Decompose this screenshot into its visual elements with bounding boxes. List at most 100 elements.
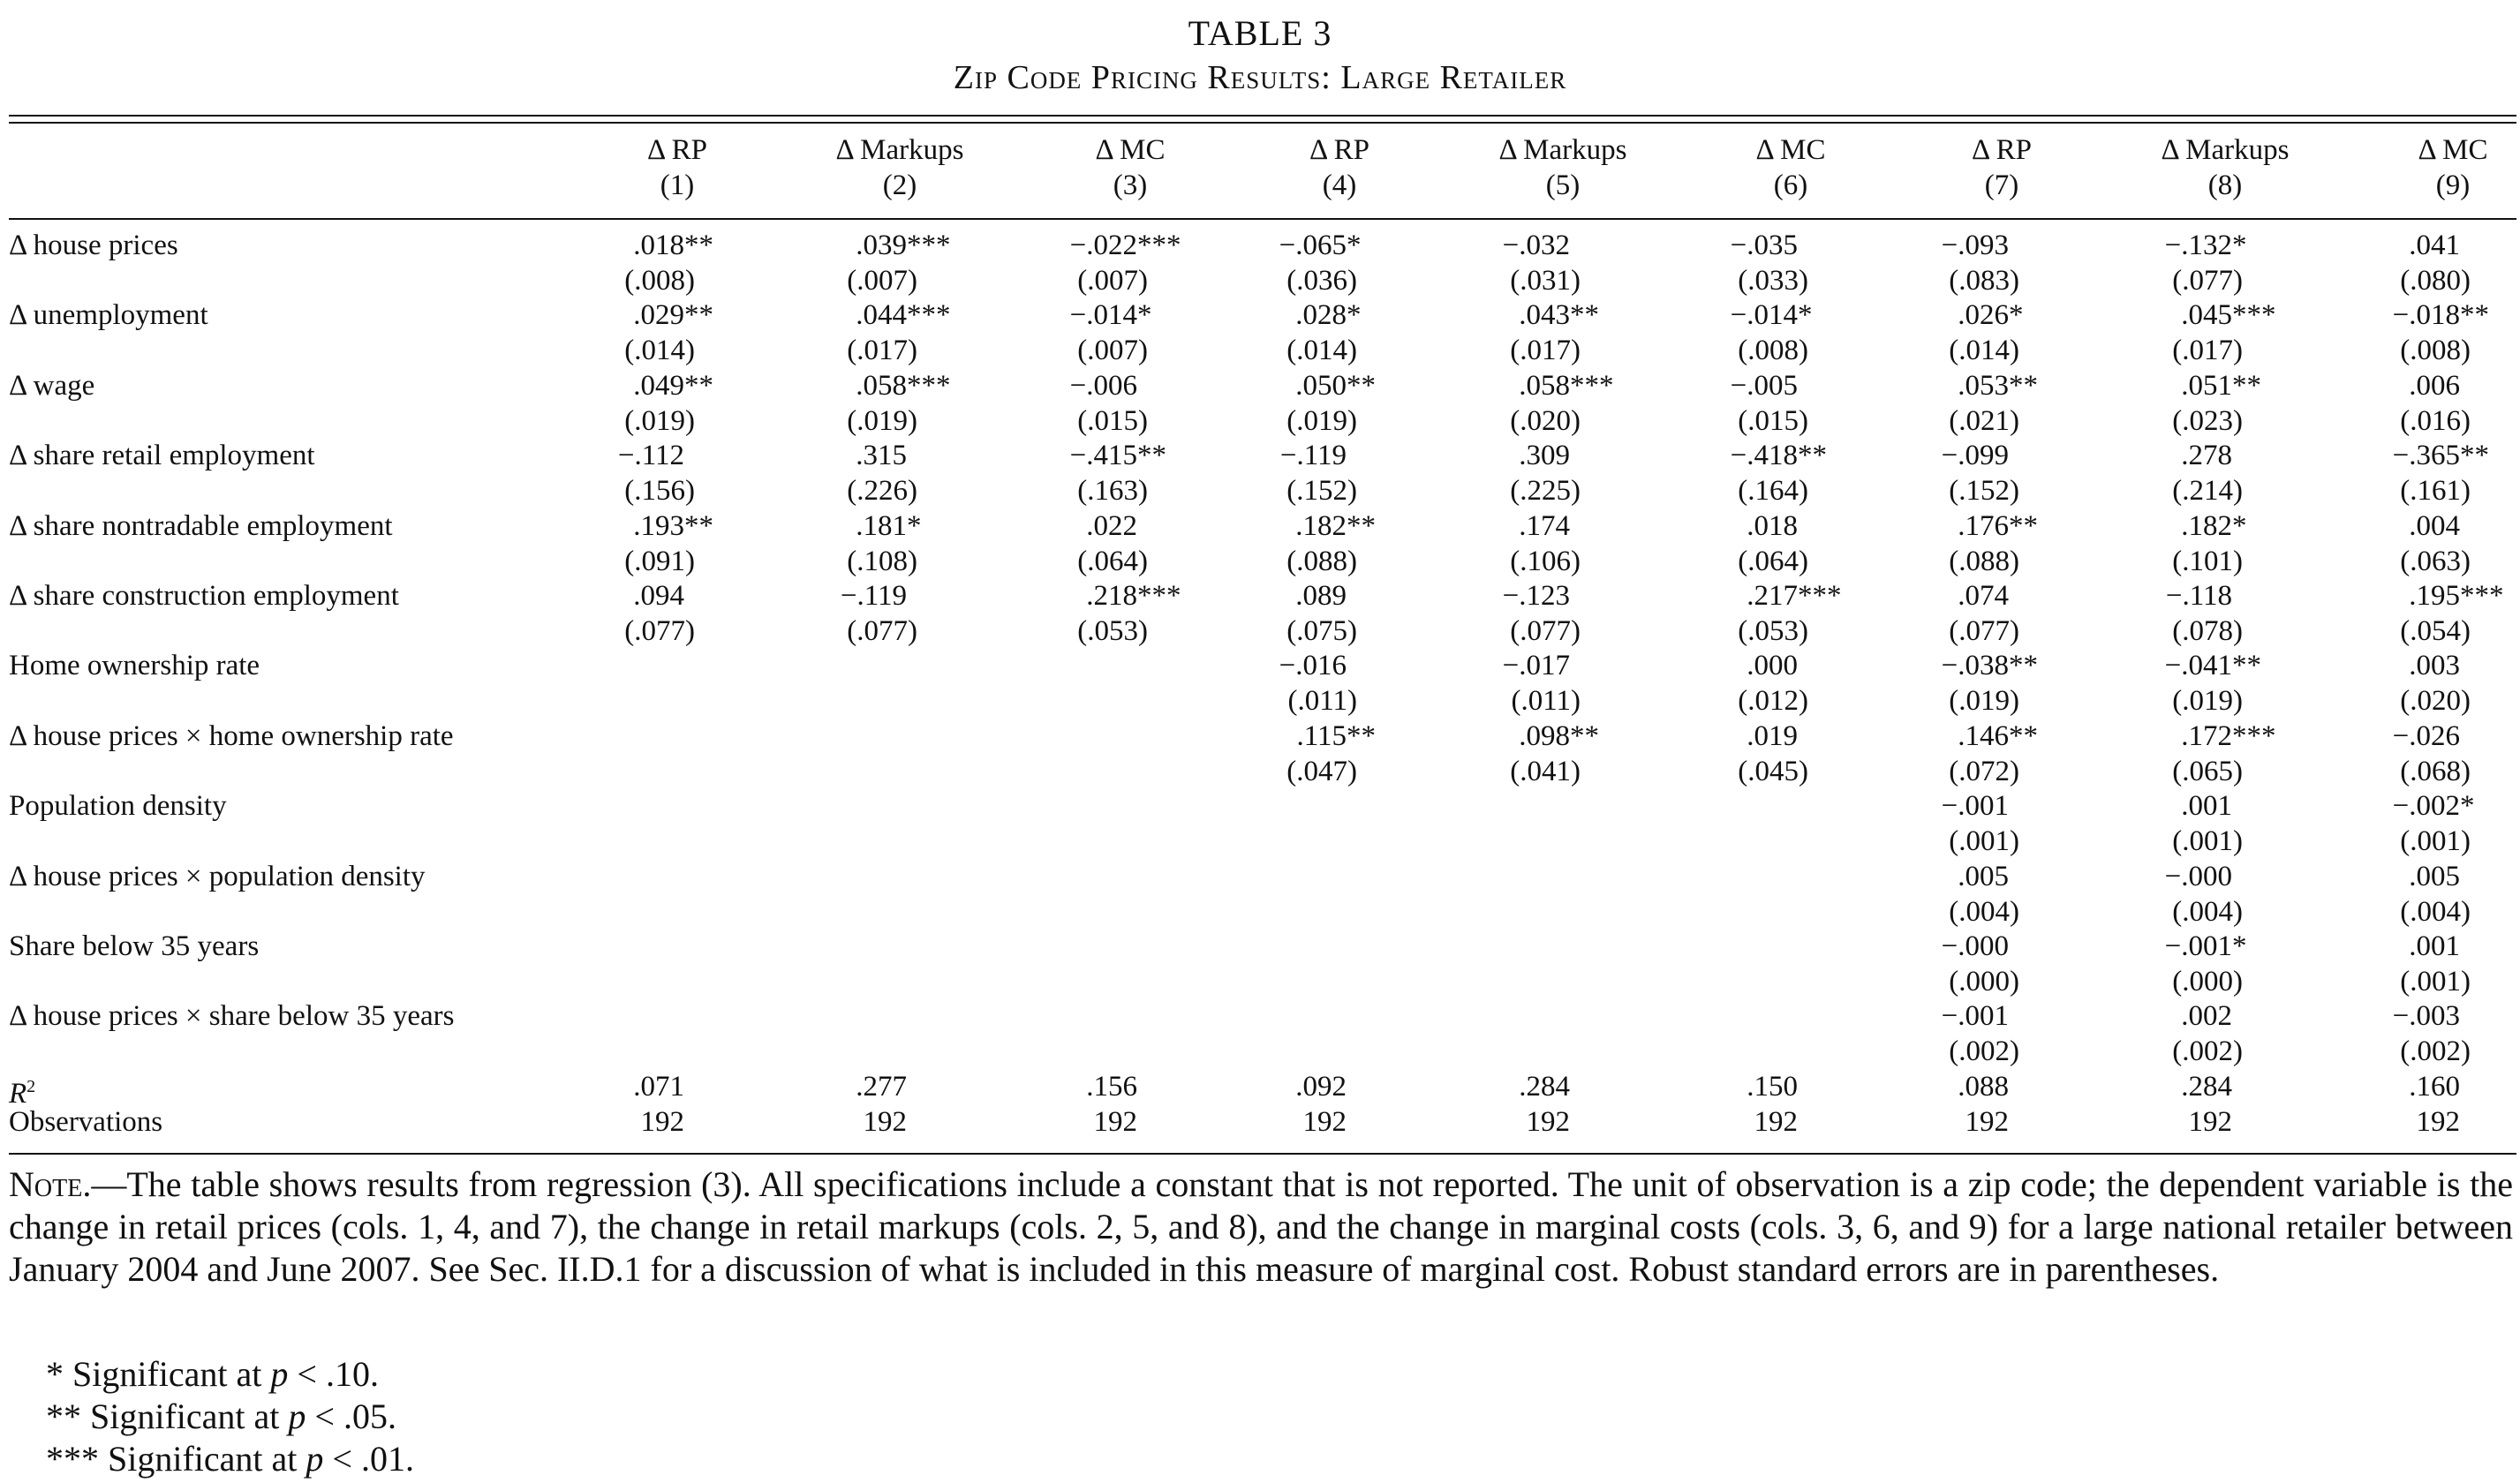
coefficient-cell-stars: *** [907, 230, 951, 261]
coefficient-cell-stars: ** [2009, 719, 2038, 752]
coefficient-cell-stars: *** [907, 299, 951, 332]
coefficient-cell: .217***.217*** [1665, 578, 1860, 614]
stat-cell-number: 192 [1965, 1105, 2010, 1138]
column-header: Δ Markups (5) [1448, 132, 1678, 203]
coefficient-cell-number: .043 [1519, 299, 1570, 332]
column-name: Δ RP [1309, 134, 1369, 166]
coefficient-cell: −.099−.099 [1876, 438, 2071, 473]
std-error-cell-number: (.033) [1738, 265, 1808, 297]
std-error-cell-number: (.004) [1949, 895, 2019, 928]
coefficient-cell: −.001*−.001* [2100, 929, 2294, 964]
std-error-cell-number: (.011) [1287, 685, 1357, 718]
std-error-cell: (.021)(.021) [1878, 403, 2081, 439]
row-label: Δ share retail employment [9, 440, 315, 472]
std-error-cell: (.047)(.047) [1216, 754, 1419, 789]
std-error-cell: (.152)(.152) [1878, 473, 2081, 508]
stat-cell-number: .160 [2409, 1070, 2460, 1103]
std-error-cell: (.036)(.036) [1216, 263, 1419, 298]
coefficient-cell-number: −.099 [1941, 440, 2009, 472]
row-label: Δ house prices × share below 35 years [9, 1000, 455, 1033]
coefficient-cell-stars: ** [2009, 509, 2038, 542]
footnote: * Significant at p < .10. [46, 1353, 379, 1396]
std-error-cell: (.077)(.077) [1878, 614, 2081, 649]
coefficient-cell: .005.005 [2328, 859, 2520, 894]
std-error-cell: (.016)(.016) [2329, 403, 2520, 439]
std-error-cell-number: (.063) [2400, 545, 2471, 577]
stat-cell-number: 192 [1302, 1105, 1347, 1138]
stat-cell-number: .284 [2181, 1070, 2232, 1103]
stat-cell-number: .150 [1747, 1070, 1798, 1103]
std-error-cell-number: (.053) [1077, 615, 1148, 647]
stat-cell-number: 192 [863, 1105, 908, 1138]
stat-cell: .284.284 [1437, 1069, 1632, 1104]
coefficient-cell-stars: *** [2460, 580, 2504, 612]
std-error-cell: (.019)(.019) [1878, 683, 2081, 719]
std-error-cell: (.001)(.001) [1878, 824, 2081, 859]
coefficient-cell: .019.019 [1665, 719, 1860, 754]
stat-cell-number: .071 [633, 1070, 684, 1103]
coefficient-cell-number: −.000 [1941, 930, 2009, 962]
coefficient-cell-number: .002 [2181, 1000, 2232, 1033]
column-header: Δ RP (4) [1225, 132, 1454, 203]
std-error-cell: (.053)(.053) [1667, 614, 1870, 649]
std-error-cell: (.053)(.053) [1007, 614, 1210, 649]
coefficient-cell: .044***.044*** [774, 297, 969, 333]
top-rule-second [9, 122, 2516, 124]
std-error-cell: (.001)(.001) [2329, 964, 2520, 999]
coefficient-cell-number: .146 [1958, 719, 2009, 752]
coefficient-cell-number: .001 [2181, 790, 2232, 823]
footnote-p: p [288, 1396, 306, 1436]
std-error-cell: (.015)(.015) [1667, 403, 1870, 439]
std-error-cell: (.004)(.004) [2101, 894, 2305, 930]
std-error-cell: (.063)(.063) [2329, 544, 2520, 579]
column-number: (7) [1984, 169, 2019, 201]
column-header: Δ MC (6) [1676, 132, 1905, 203]
coefficient-cell: .029**.029** [552, 297, 746, 333]
column-header: Δ MC (3) [1015, 132, 1245, 203]
coefficient-cell-number: −.119 [1279, 440, 1347, 472]
coefficient-cell: .002.002 [2100, 998, 2294, 1034]
coefficient-cell-number: .004 [2409, 509, 2460, 542]
std-error-cell: (.152)(.152) [1216, 473, 1419, 508]
coefficient-cell: .074.074 [1876, 578, 2071, 614]
coefficient-cell: −.035−.035 [1665, 228, 1860, 263]
coefficient-cell: .039***.039*** [774, 228, 969, 263]
column-number: (3) [1113, 169, 1148, 201]
std-error-cell-number: (.047) [1286, 755, 1357, 787]
coefficient-cell: −.014*−.014* [1665, 297, 1860, 333]
coefficient-cell-stars: * [2232, 509, 2247, 542]
column-number: (2) [882, 169, 917, 201]
std-error-cell-number: (.014) [624, 335, 695, 367]
row-label: Δ house prices [9, 230, 178, 261]
coefficient-cell-number: −.119 [840, 580, 907, 612]
coefficient-cell-number: .029 [633, 299, 684, 332]
std-error-cell: (.000)(.000) [1878, 964, 2081, 999]
std-error-cell-number: (.011) [1511, 685, 1581, 718]
coefficient-cell-number: −.014 [1730, 299, 1798, 332]
std-error-cell-number: (.015) [1077, 404, 1148, 437]
coefficient-cell-stars: ** [2460, 440, 2489, 472]
coefficient-cell: .146**.146** [1876, 719, 2071, 754]
coefficient-cell: −.418**−.418** [1665, 438, 1860, 473]
coefficient-cell-number: .089 [1295, 580, 1347, 612]
std-error-cell-number: (.091) [624, 545, 695, 577]
std-error-cell: (.019)(.019) [2101, 683, 2305, 719]
footnote-p: p [306, 1439, 324, 1479]
coefficient-cell-stars: ** [684, 509, 713, 542]
std-error-cell: (.001)(.001) [2329, 824, 2520, 859]
coefficient-cell-number: .028 [1295, 299, 1347, 332]
coefficient-cell: −.415**−.415** [1005, 438, 1199, 473]
coefficient-cell-number: .094 [633, 580, 684, 612]
coefficient-cell-number: −.001 [2164, 930, 2232, 962]
coefficient-cell-stars: *** [2232, 719, 2276, 752]
coefficient-cell: .045***.045*** [2100, 297, 2294, 333]
coefficient-cell-number: .058 [856, 369, 907, 402]
std-error-cell-number: (.080) [2400, 265, 2471, 297]
std-error-cell: (.011)(.011) [1216, 683, 1419, 719]
footnote-cutoff: < .01. [323, 1439, 414, 1479]
coefficient-cell-number: .045 [2181, 299, 2232, 332]
std-error-cell-number: (.075) [1286, 615, 1357, 647]
